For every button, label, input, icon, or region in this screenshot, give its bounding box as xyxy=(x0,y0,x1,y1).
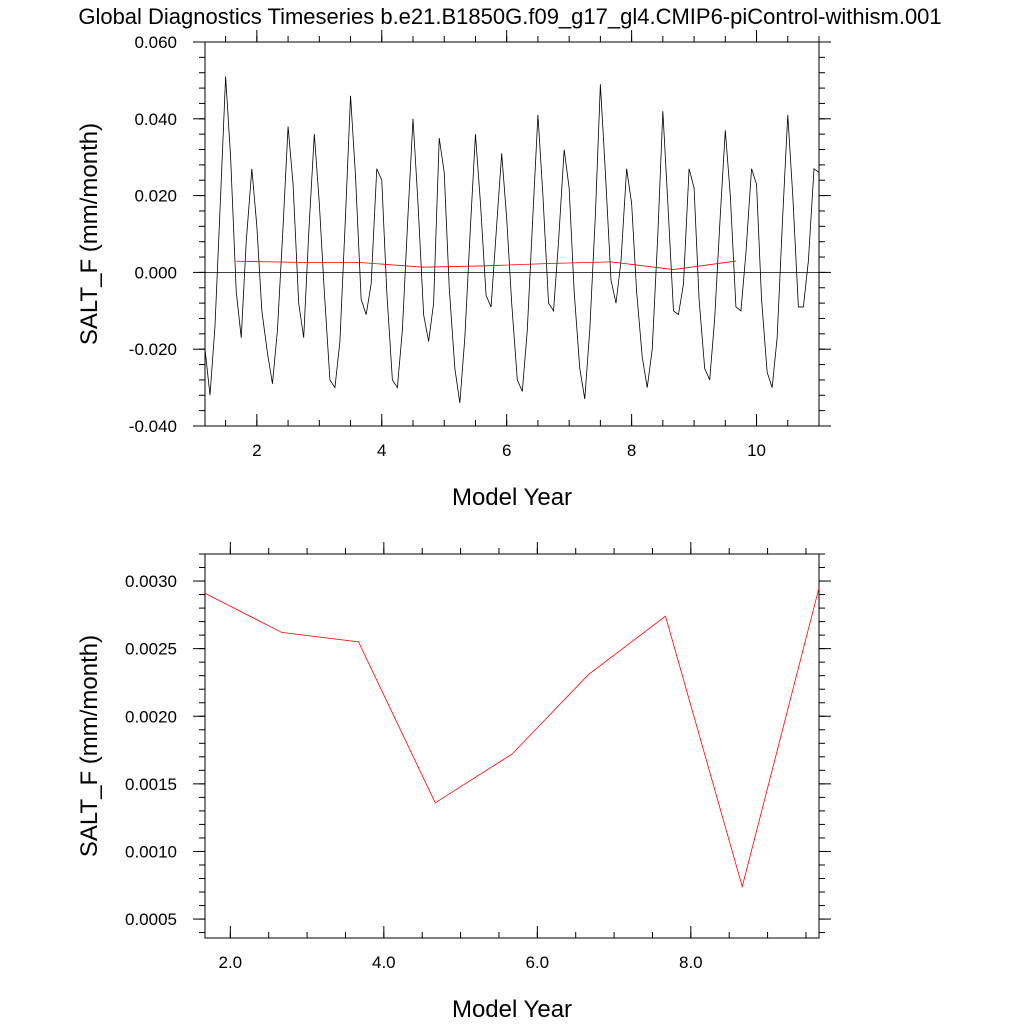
panel0-series-1-line xyxy=(236,260,736,270)
panel0-y-tick-label: -0.020 xyxy=(129,340,177,359)
panel1-y-tick-label: 0.0025 xyxy=(125,640,177,659)
panel0-x-tick-label: 2 xyxy=(252,441,261,460)
panel1-x-axis-label: Model Year xyxy=(452,996,572,1023)
panel0-x-tick-label: 10 xyxy=(747,441,766,460)
top-panel: 2 4 6 8 10 -0.040 -0.020 0.000 0.020 0.040 0.060 Mo… xyxy=(76,30,831,511)
panel0-x-tick-label: 4 xyxy=(377,441,386,460)
panel1-x-tick-label: 4.0 xyxy=(372,953,396,972)
panel1-x-tick-label: 6.0 xyxy=(526,953,550,972)
panel0-y-tick-label: -0.040 xyxy=(129,417,177,436)
panel1-series-0-line xyxy=(204,587,820,889)
panel0-y-tick-label: 0.060 xyxy=(134,33,177,52)
chart-title: Global Diagnostics Timeseries b.e21.B185… xyxy=(78,4,941,29)
panel1-y-tick-label: 0.0015 xyxy=(125,775,177,794)
panel0-x-axis-label: Model Year xyxy=(452,484,572,511)
panel1-x-tick-label: 8.0 xyxy=(679,953,703,972)
panel0-y-tick-label: 0.020 xyxy=(134,187,177,206)
panel0-y-tick-label: 0.000 xyxy=(134,263,177,282)
panel0-x-tick-label: 8 xyxy=(627,441,636,460)
bottom-panel: 2.0 4.0 6.0 8.0 0.0005 0.0010 0.0015 0.0020 0.00… xyxy=(76,542,831,1023)
panel1-y-tick-label: 0.0020 xyxy=(125,707,177,726)
panel0-x-tick-label: 6 xyxy=(502,441,511,460)
panel1-y-axis-label: SALT_F (mm/month) xyxy=(76,635,103,857)
panel1-y-tick-label: 0.0010 xyxy=(125,842,177,861)
panel0-plot-frame xyxy=(204,41,820,427)
panel1-x-tick-label: 2.0 xyxy=(219,953,243,972)
panel0-y-axis-label: SALT_F (mm/month) xyxy=(76,123,103,345)
panel1-y-tick-label: 0.0005 xyxy=(125,910,177,929)
panel0-series-0-line xyxy=(204,76,820,404)
panel1-y-tick-label: 0.0030 xyxy=(125,572,177,591)
panel0-y-tick-label: 0.040 xyxy=(134,110,177,129)
panel1-plot-frame xyxy=(204,553,820,939)
